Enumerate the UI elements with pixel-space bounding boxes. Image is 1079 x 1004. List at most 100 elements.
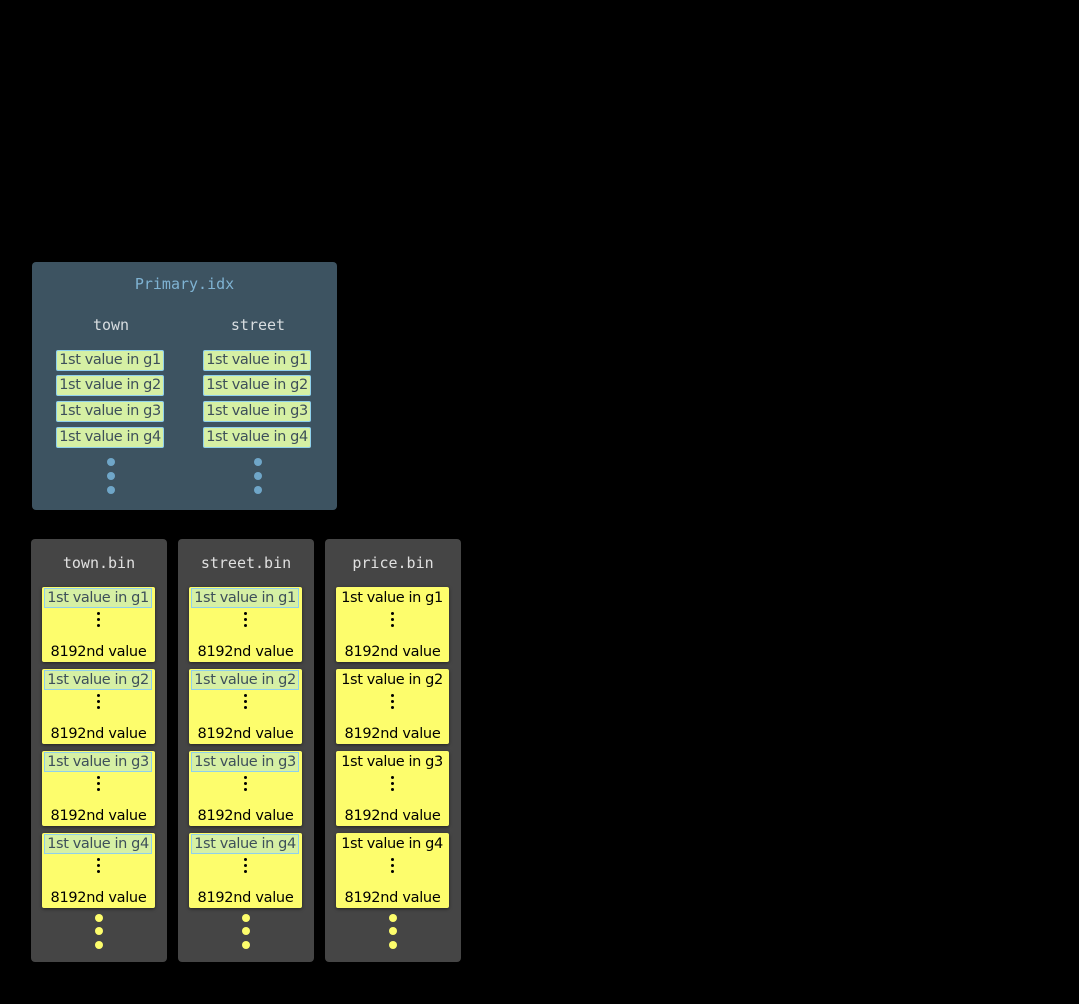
vertical-ellipsis-dot [391,870,394,873]
primary-index-title: Primary.idx [134,275,235,293]
granule-last-value: 8192nd value [50,890,147,906]
vertical-ellipsis-dot [391,858,394,861]
vertical-ellipsis-dot [244,700,247,703]
vertical-ellipsis-dot [97,700,100,703]
bin-file-title: price.bin [352,554,434,572]
index-entry: 1st value in g1 [56,350,164,371]
granule: 1st value in g4 8192nd value [189,833,302,908]
granule-first-value: 1st value in g2 [341,672,443,688]
vertical-ellipsis-dot [244,612,247,615]
index-entry: 1st value in g1 [203,350,311,371]
vertical-ellipsis-dot [97,624,100,627]
ellipsis-dot [242,941,250,949]
granule-last-value: 8192nd value [197,644,294,660]
vertical-ellipsis-dot [391,624,394,627]
granule-first-value: 1st value in g1 [191,588,299,608]
vertical-ellipsis-dot [97,706,100,709]
vertical-ellipsis-dot [97,612,100,615]
granule: 1st value in g1 8192nd value [336,587,449,662]
vertical-ellipsis-dot [97,864,100,867]
granule: 1st value in g3 8192nd value [42,751,155,826]
granule-last-value: 8192nd value [197,890,294,906]
ellipsis-dot [242,927,250,935]
ellipsis-dot [95,914,103,922]
vertical-ellipsis-dot [244,706,247,709]
index-entry: 1st value in g3 [56,401,164,422]
bin-file-title: town.bin [62,554,136,572]
vertical-ellipsis-dot [244,788,247,791]
ellipsis-dot [389,941,397,949]
vertical-ellipsis-dot [244,776,247,779]
vertical-ellipsis-dot [244,858,247,861]
granule-first-value: 1st value in g1 [341,590,443,606]
vertical-ellipsis-dot [391,706,394,709]
vertical-ellipsis-dot [244,618,247,621]
granule: 1st value in g4 8192nd value [336,833,449,908]
vertical-ellipsis-dot [244,864,247,867]
column-header: town [92,316,130,334]
granule-first-value: 1st value in g4 [191,834,299,854]
granule-last-value: 8192nd value [50,808,147,824]
vertical-ellipsis-dot [97,776,100,779]
ellipsis-dot [95,927,103,935]
granule: 1st value in g3 8192nd value [189,751,302,826]
granule: 1st value in g3 8192nd value [336,751,449,826]
granule-first-value: 1st value in g4 [44,834,152,854]
ellipsis-dot [107,472,115,480]
vertical-ellipsis-dot [391,864,394,867]
vertical-ellipsis-dot [97,858,100,861]
granule: 1st value in g1 8192nd value [42,587,155,662]
vertical-ellipsis-dot [391,612,394,615]
vertical-ellipsis-dot [97,788,100,791]
vertical-ellipsis-dot [391,782,394,785]
vertical-ellipsis-dot [97,782,100,785]
primary-index-panel: Primary.idx town 1st value in g1 1st value… [32,262,337,510]
granule-first-value: 1st value in g4 [341,836,443,852]
ellipsis-dot [389,927,397,935]
granule: 1st value in g4 8192nd value [42,833,155,908]
granule-last-value: 8192nd value [50,726,147,742]
ellipsis-dot [254,472,262,480]
bin-file-street-bin: street.bin 1st value in g1 8192nd value 1st… [178,539,314,962]
granule-last-value: 8192nd value [344,890,441,906]
ellipsis-dot [242,914,250,922]
ellipsis-dot [95,941,103,949]
granule-first-value: 1st value in g2 [44,670,152,690]
ellipsis-dot [254,458,262,466]
ellipsis-dot [107,458,115,466]
vertical-ellipsis-dot [244,624,247,627]
granule-first-value: 1st value in g3 [44,752,152,772]
granule-last-value: 8192nd value [197,726,294,742]
vertical-ellipsis-dot [391,618,394,621]
vertical-ellipsis-dot [244,782,247,785]
vertical-ellipsis-dot [97,618,100,621]
granule-first-value: 1st value in g3 [341,754,443,770]
index-entry: 1st value in g4 [203,427,311,448]
bin-file-town-bin: town.bin 1st value in g1 8192nd value 1st v… [31,539,167,962]
granule-first-value: 1st value in g3 [191,752,299,772]
index-entry: 1st value in g2 [203,375,311,396]
index-entry: 1st value in g4 [56,427,164,448]
granule: 1st value in g2 8192nd value [42,669,155,744]
vertical-ellipsis-dot [391,700,394,703]
ellipsis-dot [254,486,262,494]
granule-last-value: 8192nd value [50,644,147,660]
vertical-ellipsis-dot [244,694,247,697]
granule-last-value: 8192nd value [197,808,294,824]
granule: 1st value in g1 8192nd value [189,587,302,662]
vertical-ellipsis-dot [391,788,394,791]
index-entry: 1st value in g3 [203,401,311,422]
granule-last-value: 8192nd value [344,644,441,660]
ellipsis-dot [389,914,397,922]
granule-first-value: 1st value in g1 [44,588,152,608]
vertical-ellipsis-dot [391,694,394,697]
granule: 1st value in g2 8192nd value [336,669,449,744]
index-entry: 1st value in g2 [56,375,164,396]
bin-file-title: street.bin [200,554,292,572]
vertical-ellipsis-dot [97,870,100,873]
vertical-ellipsis-dot [244,870,247,873]
granule-first-value: 1st value in g2 [191,670,299,690]
ellipsis-dot [107,486,115,494]
bin-file-price-bin: price.bin 1st value in g1 8192nd value 1st … [325,539,461,962]
vertical-ellipsis-dot [97,694,100,697]
